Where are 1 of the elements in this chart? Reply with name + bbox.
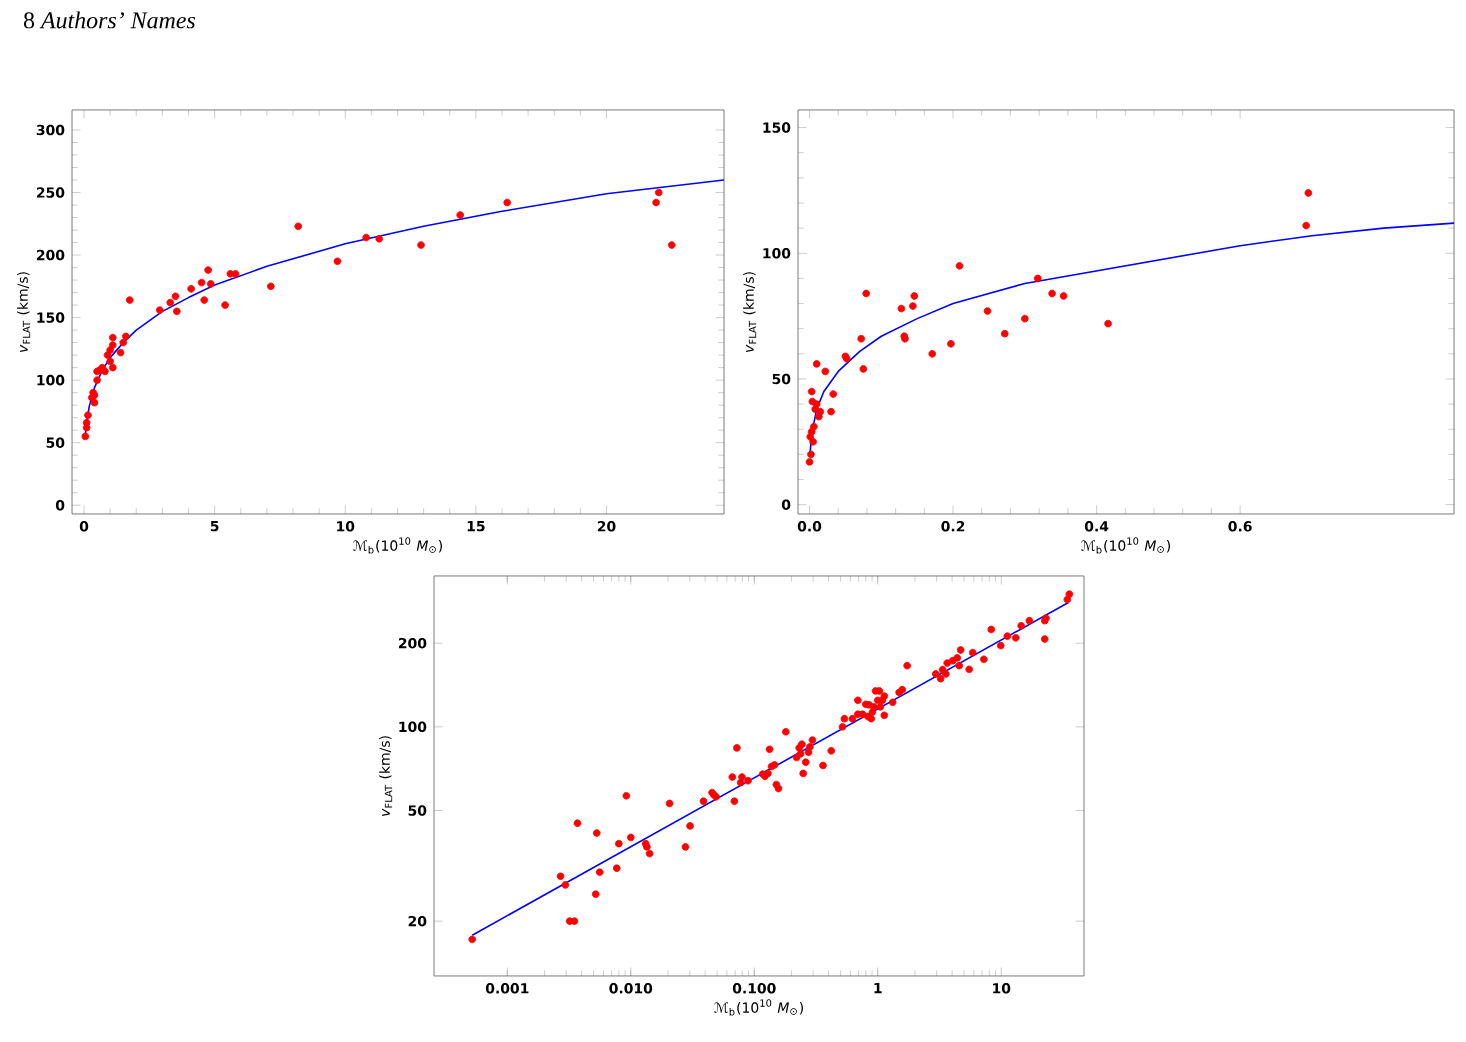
text: 8 Authors’ Names [23,11,196,29]
